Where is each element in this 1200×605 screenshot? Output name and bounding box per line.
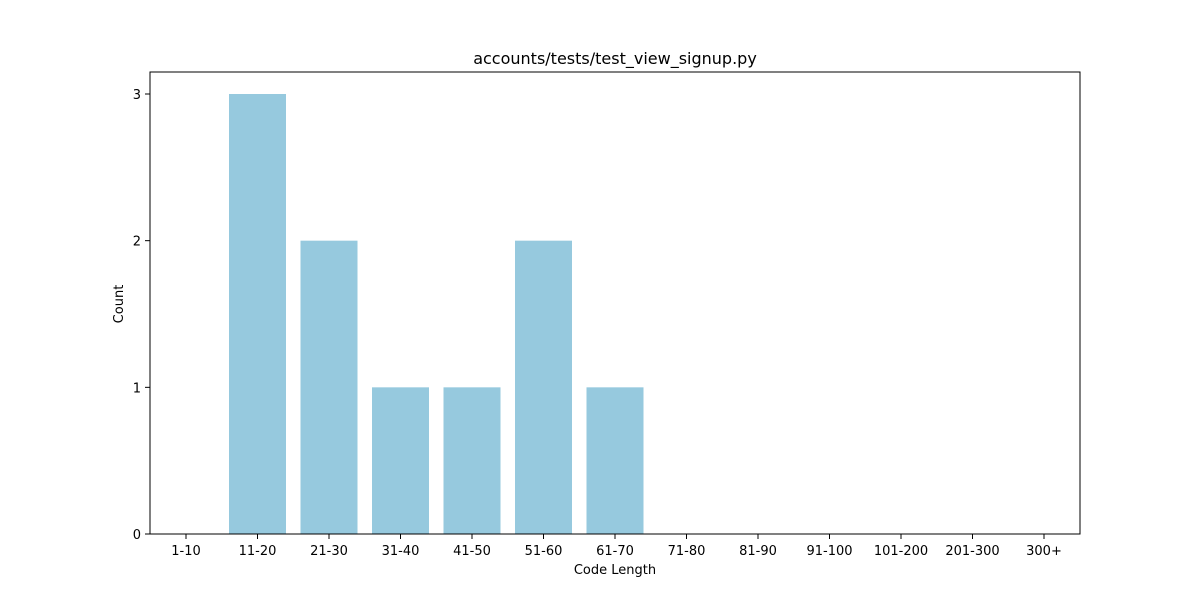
x-tick-label: 300+: [1026, 544, 1062, 559]
bar-51-60: [515, 240, 572, 534]
x-tick-label: 91-100: [806, 544, 852, 559]
x-axis-label: Code Length: [574, 563, 656, 578]
y-tick-label: 1: [133, 381, 141, 396]
x-tick-label: 51-60: [525, 544, 563, 559]
bars-group: [229, 94, 644, 534]
x-tick-label: 1-10: [171, 544, 201, 559]
chart-title: accounts/tests/test_view_signup.py: [473, 49, 757, 69]
y-tick-label: 2: [133, 235, 141, 250]
bar-11-20: [229, 94, 286, 534]
x-tick-label: 11-20: [239, 544, 277, 559]
bar-41-50: [443, 387, 501, 534]
x-tick-label: 101-200: [874, 544, 928, 559]
bar-61-70: [586, 387, 644, 534]
x-tick-label: 41-50: [453, 544, 491, 559]
x-tick-label: 31-40: [382, 544, 420, 559]
x-tick-label: 81-90: [739, 544, 777, 559]
x-tick-label: 201-300: [945, 544, 999, 559]
x-tick-label: 61-70: [596, 544, 634, 559]
y-axis-label: Count: [112, 285, 127, 324]
bar-21-30: [300, 240, 358, 534]
x-tick-label: 21-30: [310, 544, 348, 559]
x-tick-label: 71-80: [668, 544, 706, 559]
y-tick-label: 0: [133, 528, 141, 543]
bar-31-40: [372, 387, 429, 534]
y-axis: 0 1 2 3: [133, 88, 150, 543]
y-tick-label: 3: [133, 88, 141, 103]
x-axis: 1-10 11-20 21-30 31-40 41-50 51-60 61-70 71-80 8…: [171, 534, 1062, 559]
